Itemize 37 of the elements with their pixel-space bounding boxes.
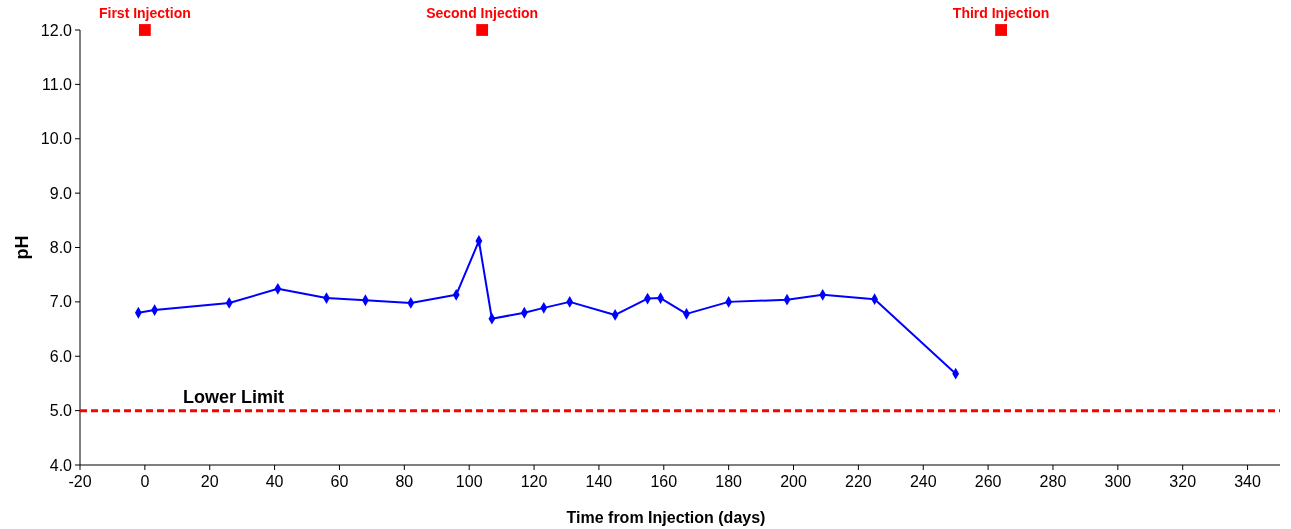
x-tick-label: 0: [140, 473, 150, 490]
x-tick-label: 320: [1169, 473, 1197, 490]
x-tick-label: 300: [1104, 473, 1132, 490]
point: [476, 24, 489, 36]
x-tick-label: 60: [330, 473, 349, 490]
y-tick-label: 5.0: [49, 402, 73, 420]
x-tick-label: 340: [1234, 473, 1262, 490]
x-tick-label: -20: [68, 473, 92, 490]
y-tick-label: 9.0: [49, 184, 73, 202]
x-tick-label: 100: [455, 473, 483, 490]
annotation: First Injection: [98, 5, 191, 21]
x-tick-label: 80: [395, 473, 414, 490]
x-tick-label: 280: [1039, 473, 1067, 490]
point: [995, 24, 1007, 36]
x-axis-title: Time from Injection (days): [566, 509, 766, 526]
annotation: Third Injection: [952, 5, 1050, 21]
x-tick-label: 260: [974, 473, 1002, 490]
ref-line-label: Lower Limit: [183, 386, 285, 407]
y-axis-title: pH: [12, 235, 32, 260]
y-tick-label: 11.0: [42, 75, 73, 93]
y-tick-label: 6.0: [49, 347, 73, 365]
y-tick-label: 4.0: [49, 456, 73, 474]
x-tick-label: 240: [909, 473, 937, 490]
y-tick-label: 7.0: [49, 293, 73, 311]
y-tick-label: 10.0: [40, 130, 73, 148]
x-tick-label: 180: [715, 473, 743, 490]
x-tick-label: 120: [520, 473, 548, 490]
x-tick-label: 40: [265, 473, 284, 490]
y-tick-label: 8.0: [49, 239, 73, 257]
x-tick-label: 20: [200, 473, 219, 490]
y-tick-label: 12.0: [40, 21, 73, 39]
x-tick-label: 140: [585, 473, 613, 490]
point: [138, 24, 151, 36]
x-tick-label: 200: [780, 473, 807, 490]
x-tick-label: 160: [650, 473, 678, 490]
annotation: Second Injection: [426, 5, 539, 21]
x-tick-label: 220: [845, 473, 872, 490]
